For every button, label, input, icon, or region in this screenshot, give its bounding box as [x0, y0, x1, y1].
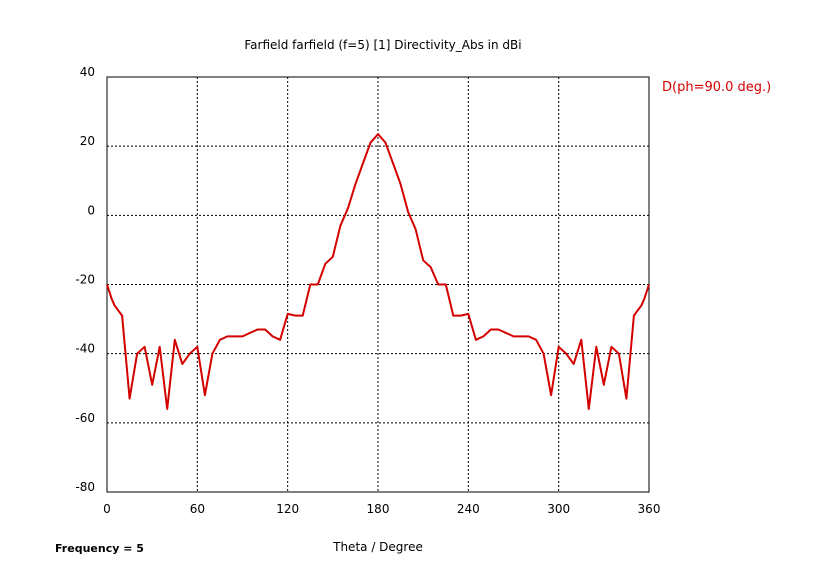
y-tick-label: 0	[87, 203, 95, 217]
x-axis-label: Theta / Degree	[332, 540, 423, 554]
grid-layer	[107, 77, 649, 492]
y-tick-label: -60	[75, 411, 95, 425]
tick-labels: 0 60 120 180 240 300 360 40 20 0 -20 -40 -60 -80	[75, 65, 660, 516]
x-tick-label: 120	[276, 502, 299, 516]
series-line-directivity	[106, 133, 650, 410]
y-tick-label: -80	[75, 480, 95, 494]
x-tick-label: 180	[367, 502, 390, 516]
x-tick-label: 300	[547, 502, 570, 516]
y-tick-label: -20	[75, 273, 95, 287]
x-tick-label: 360	[638, 502, 661, 516]
x-tick-label: 60	[190, 502, 205, 516]
y-tick-label: -40	[75, 342, 95, 356]
frequency-label: Frequency = 5	[55, 542, 144, 555]
chart-title: Farfield farfield (f=5) [1] Directivity_…	[244, 38, 521, 52]
x-tick-label: 0	[103, 502, 111, 516]
legend-entry: D(ph=90.0 deg.)	[662, 80, 771, 95]
y-tick-label: 20	[80, 134, 95, 148]
y-tick-label: 40	[80, 65, 95, 79]
x-tick-label: 240	[457, 502, 480, 516]
series-layer	[106, 133, 650, 410]
